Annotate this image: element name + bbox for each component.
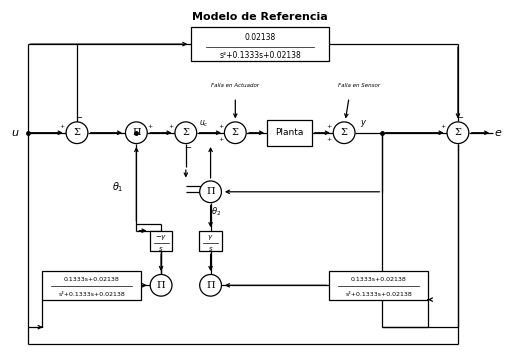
Bar [330, 271, 428, 300]
Text: −: − [76, 114, 83, 122]
Text: Modelo de Referencia: Modelo de Referencia [192, 12, 328, 22]
Text: +: + [218, 137, 223, 142]
Text: −: − [184, 143, 191, 152]
Text: Π: Π [206, 281, 215, 290]
Circle shape [125, 122, 147, 144]
Circle shape [175, 122, 197, 144]
Text: 0.1333s+0.02138: 0.1333s+0.02138 [64, 277, 120, 282]
Circle shape [224, 122, 246, 144]
Text: +: + [60, 124, 65, 129]
Text: $s$: $s$ [208, 245, 213, 253]
Circle shape [199, 181, 222, 203]
Text: Planta: Planta [276, 128, 304, 137]
Text: $u_c$: $u_c$ [199, 119, 208, 129]
Text: $\theta_2$: $\theta_2$ [212, 205, 222, 218]
Text: Falla en Sensor: Falla en Sensor [338, 84, 380, 89]
Text: $\theta_1$: $\theta_1$ [112, 180, 123, 194]
Text: Σ: Σ [183, 128, 189, 137]
Bar [150, 231, 172, 251]
Text: $e$: $e$ [494, 128, 503, 138]
Text: 0.1333s+0.02138: 0.1333s+0.02138 [351, 277, 407, 282]
Text: +: + [327, 124, 332, 129]
Circle shape [150, 275, 172, 296]
Bar [42, 271, 141, 300]
Text: Σ: Σ [454, 128, 461, 137]
Text: 0.02138: 0.02138 [244, 33, 276, 42]
Bar [199, 231, 222, 251]
Text: $s$: $s$ [158, 245, 164, 253]
Text: +: + [148, 124, 153, 129]
Text: $y$: $y$ [360, 119, 368, 129]
Bar [268, 120, 312, 146]
Circle shape [333, 122, 355, 144]
Text: +: + [218, 124, 223, 129]
Text: s²+0.1333s+0.02138: s²+0.1333s+0.02138 [59, 292, 125, 297]
Text: u: u [12, 128, 19, 138]
Text: s²+0.1333s+0.02138: s²+0.1333s+0.02138 [219, 51, 301, 60]
Text: +: + [327, 137, 332, 142]
Text: Π: Π [157, 281, 166, 290]
Text: $-\gamma$: $-\gamma$ [155, 233, 167, 242]
Text: s²+0.1333s+0.02138: s²+0.1333s+0.02138 [345, 292, 412, 297]
Circle shape [199, 275, 222, 296]
Text: Falla en Actuador: Falla en Actuador [211, 84, 259, 89]
Text: Σ: Σ [232, 128, 239, 137]
Text: Σ: Σ [74, 128, 80, 137]
Text: Π: Π [206, 187, 215, 196]
Text: Π: Π [132, 128, 141, 137]
Text: −: − [457, 114, 463, 122]
Text: $\gamma$: $\gamma$ [207, 233, 214, 242]
Circle shape [447, 122, 469, 144]
Circle shape [66, 122, 88, 144]
Text: Σ: Σ [341, 128, 348, 137]
Text: +: + [441, 124, 446, 129]
Text: +: + [168, 124, 174, 129]
Bar [191, 27, 330, 61]
